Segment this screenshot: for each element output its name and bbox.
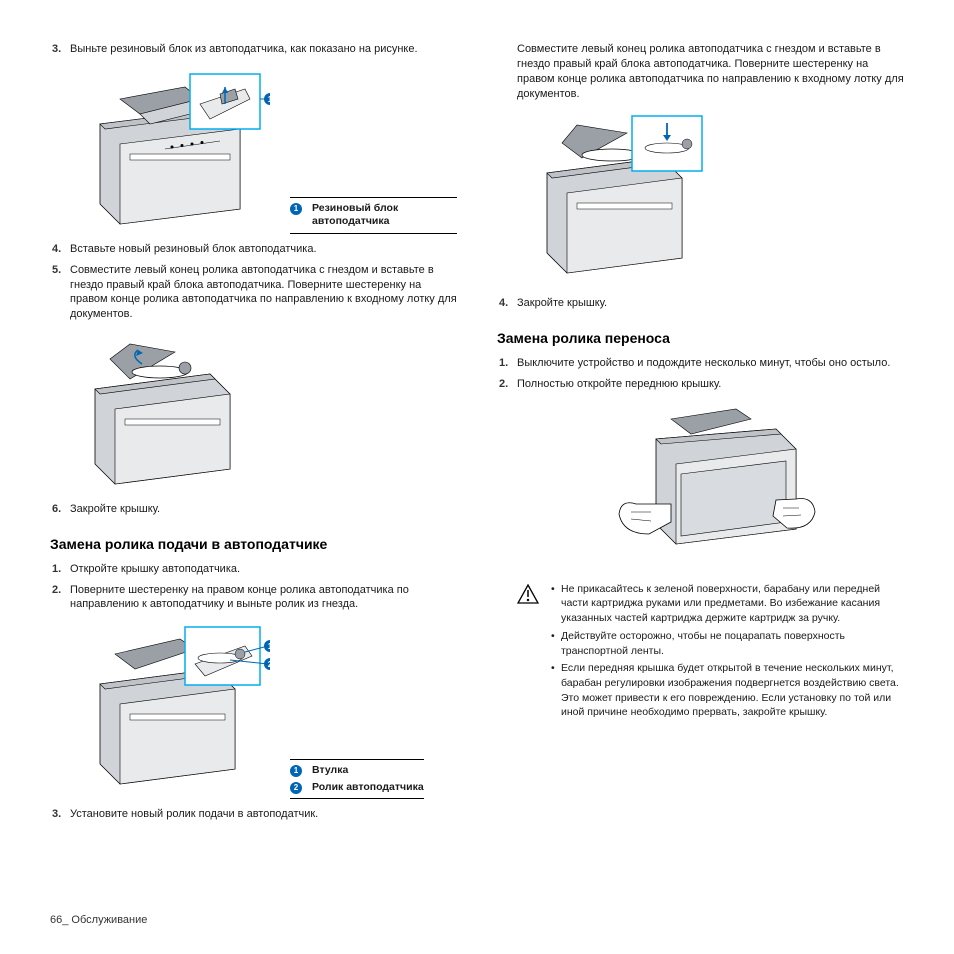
figure-roller-insert — [70, 334, 457, 494]
svg-text:2: 2 — [268, 660, 270, 669]
step-text: Совместите левый конец ролика автоподатч… — [517, 43, 904, 100]
step-text: Вставьте новый резиновый блок автоподатч… — [70, 243, 317, 255]
step-r4: 4. Закройте крышку. — [517, 296, 904, 311]
step-text: Откройте крышку автоподатчика. — [70, 563, 240, 575]
printer-with-hands-illustration — [601, 404, 821, 564]
step-4: 4. Вставьте новый резиновый блок автопод… — [70, 242, 457, 257]
callout-legend-2: 1 Втулка 2 Ролик автоподатчика — [290, 759, 424, 799]
svg-text:1: 1 — [268, 95, 270, 104]
right-column: Совместите левый конец ролика автоподатч… — [497, 40, 904, 900]
left-column: 3. Выньте резиновый блок из автоподатчик… — [50, 40, 457, 900]
step-text: Совместите левый конец ролика автоподатч… — [70, 264, 457, 321]
step-3: 3. Выньте резиновый блок из автоподатчик… — [70, 42, 457, 57]
step-number: 3. — [52, 807, 61, 822]
printer-illustration — [70, 334, 270, 494]
step-5: 5. Совместите левый конец ролика автопод… — [70, 263, 457, 322]
two-column-layout: 3. Выньте резиновый блок из автоподатчик… — [50, 40, 904, 900]
step-number: 3. — [52, 42, 61, 57]
warning-item: Не прикасайтесь к зеленой поверхности, б… — [551, 582, 904, 626]
warning-item: Если передняя крышка будет открытой в те… — [551, 661, 904, 720]
figure-open-front-cover — [517, 404, 904, 564]
step-text: Закройте крышку. — [517, 297, 607, 309]
warning-text: Не прикасайтесь к зеленой поверхности, б… — [551, 582, 904, 723]
step-number: 4. — [52, 242, 61, 257]
callout-label: Ролик автоподатчика — [312, 781, 424, 795]
manual-page: 3. Выньте резиновый блок из автоподатчик… — [0, 0, 954, 954]
step-c1: 1. Выключите устройство и подождите неск… — [517, 356, 904, 371]
callout-number-1: 1 — [290, 765, 302, 777]
warning-block: Не прикасайтесь к зеленой поверхности, б… — [517, 582, 904, 723]
callout-legend: 1 Резиновый блок автоподатчика — [290, 197, 457, 234]
step-number: 1. — [52, 562, 61, 577]
heading-feed-roller: Замена ролика подачи в автоподатчике — [50, 535, 457, 554]
page-footer: 66_ Обслуживание — [50, 913, 147, 928]
step-text: Полностью откройте переднюю крышку. — [517, 378, 721, 390]
step-text: Установите новый ролик подачи в автопода… — [70, 808, 318, 820]
step-text: Поверните шестеренку на правом конце рол… — [70, 584, 409, 611]
svg-text:1: 1 — [268, 642, 270, 651]
callout-label: Резиновый блок автоподатчика — [312, 202, 457, 229]
step-number: 2. — [52, 583, 61, 598]
warning-icon — [517, 584, 539, 604]
callout-number-2: 2 — [290, 782, 302, 794]
step-c2: 2. Полностью откройте переднюю крышку. — [517, 377, 904, 392]
printer-illustration: 1 2 — [70, 624, 270, 799]
figure-rubber-pad: 1 1 Резиновый блок автоподатчика — [70, 69, 457, 234]
step-b3: 3. Установите новый ролик подачи в автоп… — [70, 807, 457, 822]
right-top-text: Совместите левый конец ролика автоподатч… — [517, 42, 904, 101]
figure-feed-roller: 1 2 1 Втулка 2 Ролик автоподатчика — [70, 624, 457, 799]
step-text: Закройте крышку. — [70, 503, 160, 515]
step-b2: 2. Поверните шестеренку на правом конце … — [70, 583, 457, 613]
footer-label: Обслуживание — [71, 914, 147, 926]
step-number: 4. — [499, 296, 508, 311]
step-text: Выньте резиновый блок из автоподатчика, … — [70, 43, 418, 55]
heading-transfer-roller: Замена ролика переноса — [497, 329, 904, 348]
step-number: 6. — [52, 502, 61, 517]
step-number: 2. — [499, 377, 508, 392]
step-6: 6. Закройте крышку. — [70, 502, 457, 517]
step-number: 1. — [499, 356, 508, 371]
printer-illustration: 1 — [70, 69, 270, 234]
page-number: 66_ — [50, 914, 68, 926]
step-number: 5. — [52, 263, 61, 278]
figure-right-roller — [517, 113, 904, 288]
step-b1: 1. Откройте крышку автоподатчика. — [70, 562, 457, 577]
printer-illustration — [517, 113, 717, 288]
warning-item: Действуйте осторожно, чтобы не поцарапат… — [551, 629, 904, 658]
callout-label: Втулка — [312, 764, 348, 778]
step-text: Выключите устройство и подождите несколь… — [517, 357, 890, 369]
callout-number-1: 1 — [290, 203, 302, 215]
